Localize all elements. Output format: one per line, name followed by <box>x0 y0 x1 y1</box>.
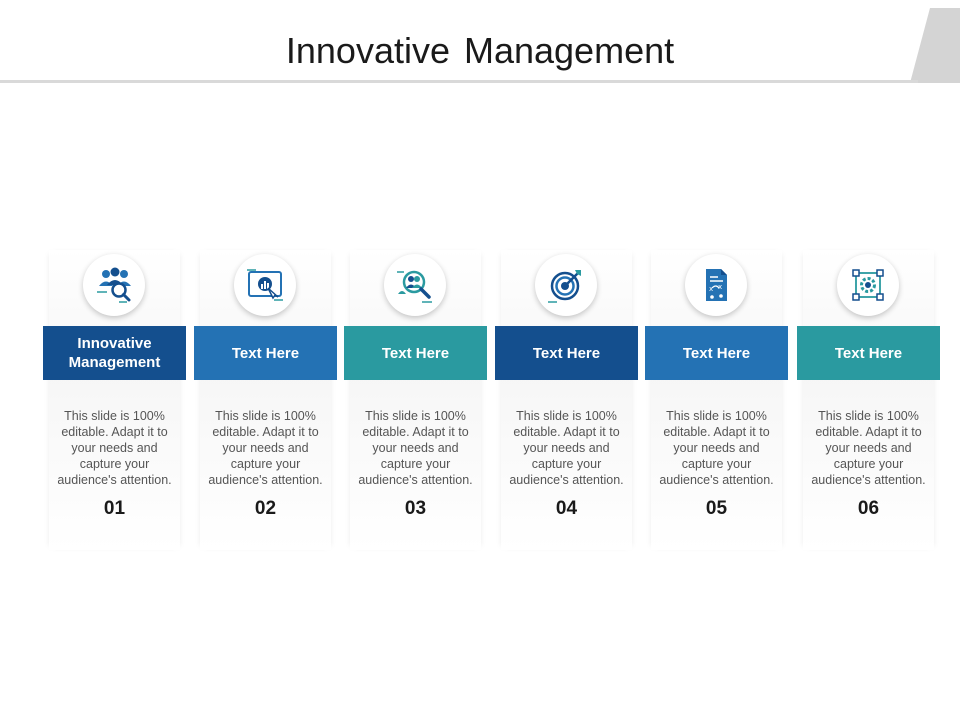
step-label: Text Here <box>194 326 337 380</box>
step-number: 04 <box>555 498 578 519</box>
step-label: Text Here <box>645 326 788 380</box>
team-search-icon <box>97 267 131 303</box>
icon-badge <box>384 254 446 316</box>
step-number: 05 <box>705 498 728 519</box>
step-card-2: Text Here This slide is 100% editable. A… <box>194 250 337 550</box>
svg-text:x: x <box>709 285 713 293</box>
step-card-1: Innovative Management This slide is 100%… <box>43 250 186 550</box>
icon-badge <box>83 254 145 316</box>
step-number: 02 <box>254 498 277 519</box>
step-label: Text Here <box>797 326 940 380</box>
strategy-document-icon: x x <box>706 269 727 301</box>
step-card-5: x x Text Here This slide is 100% editabl… <box>645 250 788 550</box>
people-magnifier-icon <box>397 270 432 303</box>
step-card-4: Text Here This slide is 100% editable. A… <box>495 250 638 550</box>
step-card-3: Text Here This slide is 100% editable. A… <box>344 250 487 550</box>
svg-text:x: x <box>718 283 722 291</box>
step-label: Text Here <box>495 326 638 380</box>
step-number: 06 <box>857 498 880 519</box>
presentation-screen-icon <box>247 269 283 301</box>
icon-badge <box>535 254 597 316</box>
step-label: Innovative Management <box>43 326 186 380</box>
step-number: 01 <box>103 498 126 519</box>
step-description: This slide is 100% editable. Adapt it to… <box>57 409 172 487</box>
step-label: Text Here <box>344 326 487 380</box>
icon-badge <box>234 254 296 316</box>
step-card-6: Text Here This slide is 100% editable. A… <box>797 250 940 550</box>
gear-frame-icon <box>852 269 884 301</box>
step-description: This slide is 100% editable. Adapt it to… <box>358 409 473 487</box>
icon-badge <box>837 254 899 316</box>
icon-badge: x x <box>685 254 747 316</box>
step-description: This slide is 100% editable. Adapt it to… <box>659 409 774 487</box>
target-arrow-icon <box>548 270 581 303</box>
step-description: This slide is 100% editable. Adapt it to… <box>509 409 624 487</box>
title-divider <box>0 80 918 83</box>
step-number: 03 <box>404 498 427 519</box>
step-description: This slide is 100% editable. Adapt it to… <box>811 409 926 487</box>
step-description: This slide is 100% editable. Adapt it to… <box>208 409 323 487</box>
slide-title: Innovative Management <box>285 30 675 71</box>
